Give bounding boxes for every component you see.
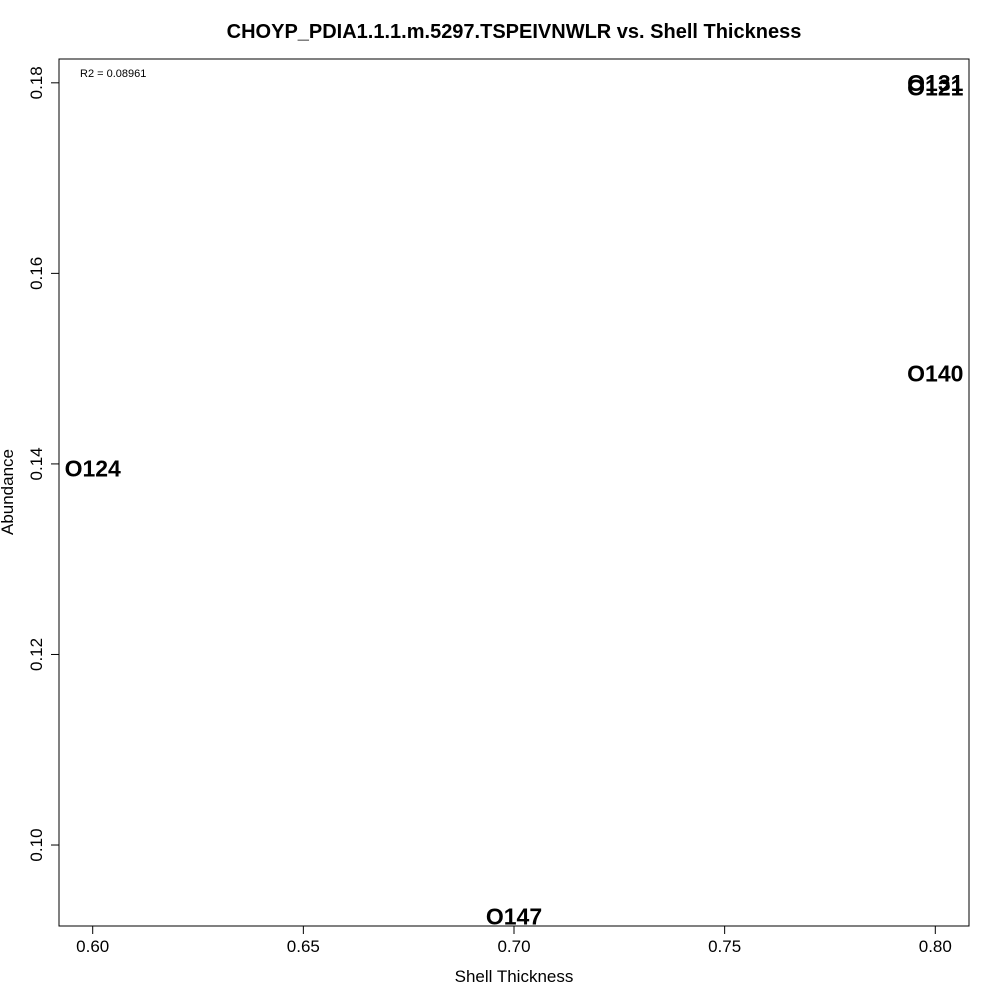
data-point-label: O124 <box>65 456 121 482</box>
x-tick-label: 0.70 <box>497 937 530 956</box>
chart-title: CHOYP_PDIA1.1.1.m.5297.TSPEIVNWLR vs. Sh… <box>227 21 802 43</box>
data-point-label: O131 <box>907 70 963 96</box>
y-tick-label: 0.10 <box>27 828 46 861</box>
data-point-label: O140 <box>907 360 963 386</box>
x-axis: 0.60 0.65 0.70 0.75 0.80 <box>76 925 952 956</box>
x-tick-label: 0.75 <box>708 937 741 956</box>
y-tick-label: 0.18 <box>27 66 46 99</box>
r-squared-annotation: R2 = 0.08961 <box>80 68 146 80</box>
y-tick-label: 0.14 <box>27 447 46 480</box>
x-tick-label: 0.80 <box>919 937 952 956</box>
data-point-label: O121 <box>907 75 963 101</box>
x-tick-label: 0.60 <box>76 937 109 956</box>
plot-area <box>58 58 970 927</box>
y-tick-label: 0.16 <box>27 257 46 290</box>
y-axis: 0.10 0.12 0.14 0.16 0.18 <box>27 66 60 862</box>
y-axis-label: Abundance <box>0 449 17 535</box>
x-axis-label: Shell Thickness <box>455 967 574 986</box>
y-tick-label: 0.12 <box>27 638 46 671</box>
x-tick-label: 0.65 <box>287 937 320 956</box>
data-point-label: O147 <box>486 903 542 929</box>
